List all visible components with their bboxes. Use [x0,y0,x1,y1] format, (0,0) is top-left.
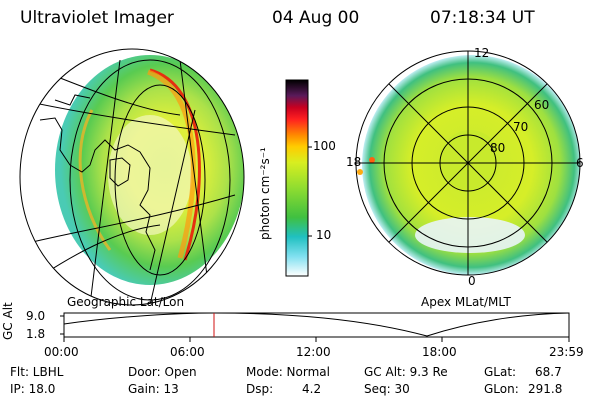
mlat-label-80: 80 [490,141,506,155]
status-mode: Mode: Normal [246,365,330,379]
time-tick-1200: 12:00 [296,345,331,359]
mlat-label-60: 60 [534,98,550,112]
apex-panel-label: Apex MLat/MLT [421,295,511,309]
status-glat-value: 68.7 [535,365,562,379]
geographic-image [19,48,245,306]
alt-tick-9: 9.0 [26,309,46,323]
status-dsp-value: 4.2 [302,382,322,396]
mlt-label-6: 6 [576,156,584,170]
status-door: Door: Open [128,365,197,379]
status-glon-label: GLon: [484,382,519,396]
mlat-label-70: 70 [513,120,529,134]
mlt-label-0: 0 [468,274,476,288]
colorbar-tick-100: 100 [313,139,336,153]
status-glon-value: 291.8 [528,382,563,396]
time-tick-1800: 18:00 [422,345,457,359]
altitude-plot [60,312,570,342]
colorbar [285,79,312,277]
alt-tick-1-8: 1.8 [26,327,46,341]
instrument-title: Ultraviolet Imager [20,8,174,28]
mlt-label-18: 18 [346,155,362,169]
time-tick-0600: 06:00 [170,345,205,359]
apex-image [355,50,581,276]
colorbar-unit-label: photon cm⁻²s⁻¹ [258,147,272,240]
time-tick-0000: 00:00 [44,345,79,359]
colorbar-tick-10: 10 [316,228,332,242]
status-gain: Gain: 13 [128,382,179,396]
time-tick-2359: 23:59 [549,345,584,359]
time-label: 07:18:34 UT [430,8,535,28]
date-label: 04 Aug 00 [272,8,360,28]
status-ip: IP: 18.0 [10,382,56,396]
status-dsp-label: Dsp: [246,382,274,396]
geographic-panel-label: Geographic Lat/Lon [67,295,185,309]
status-glat-label: GLat: [484,365,517,379]
status-gc-alt: GC Alt: 9.3 Re [364,365,448,379]
status-seq: Seq: 30 [364,382,410,396]
status-filter: Flt: LBHL [10,365,64,379]
gc-alt-axis-label: GC Alt [1,302,15,340]
mlt-label-12: 12 [474,46,490,60]
